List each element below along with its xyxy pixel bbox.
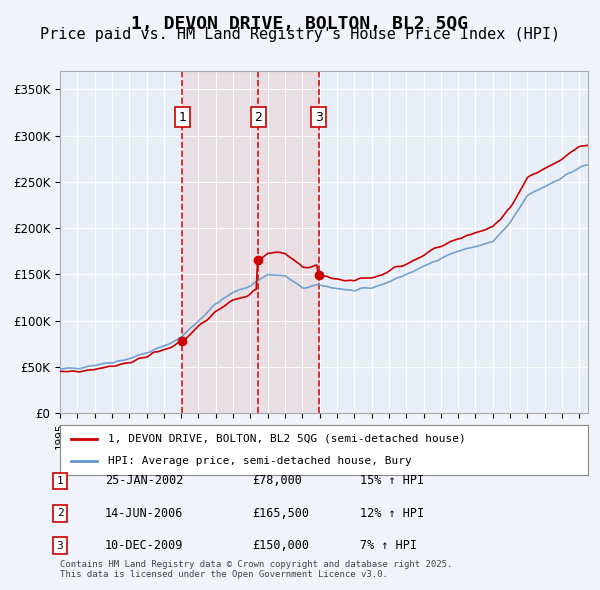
Text: 14-JUN-2006: 14-JUN-2006 <box>105 507 184 520</box>
Text: 25-JAN-2002: 25-JAN-2002 <box>105 474 184 487</box>
Text: 3: 3 <box>314 110 323 123</box>
Text: Contains HM Land Registry data © Crown copyright and database right 2025.
This d: Contains HM Land Registry data © Crown c… <box>60 560 452 579</box>
Text: 1: 1 <box>56 476 64 486</box>
Text: 1, DEVON DRIVE, BOLTON, BL2 5QG (semi-detached house): 1, DEVON DRIVE, BOLTON, BL2 5QG (semi-de… <box>107 434 465 444</box>
Point <box>94 457 101 464</box>
Bar <box>182 71 258 413</box>
Text: 3: 3 <box>56 541 64 550</box>
Text: 2: 2 <box>254 110 262 123</box>
Bar <box>258 71 319 413</box>
Text: £150,000: £150,000 <box>252 539 309 552</box>
Point <box>67 457 74 464</box>
Text: £78,000: £78,000 <box>252 474 302 487</box>
Point <box>94 435 101 442</box>
Text: 12% ↑ HPI: 12% ↑ HPI <box>360 507 424 520</box>
Text: 1, DEVON DRIVE, BOLTON, BL2 5QG: 1, DEVON DRIVE, BOLTON, BL2 5QG <box>131 15 469 33</box>
Text: 15% ↑ HPI: 15% ↑ HPI <box>360 474 424 487</box>
Text: £165,500: £165,500 <box>252 507 309 520</box>
Text: Price paid vs. HM Land Registry's House Price Index (HPI): Price paid vs. HM Land Registry's House … <box>40 27 560 41</box>
Text: 10-DEC-2009: 10-DEC-2009 <box>105 539 184 552</box>
Point <box>67 435 74 442</box>
Text: 7% ↑ HPI: 7% ↑ HPI <box>360 539 417 552</box>
Text: 2: 2 <box>56 509 64 518</box>
Text: 1: 1 <box>178 110 187 123</box>
Text: HPI: Average price, semi-detached house, Bury: HPI: Average price, semi-detached house,… <box>107 456 411 466</box>
